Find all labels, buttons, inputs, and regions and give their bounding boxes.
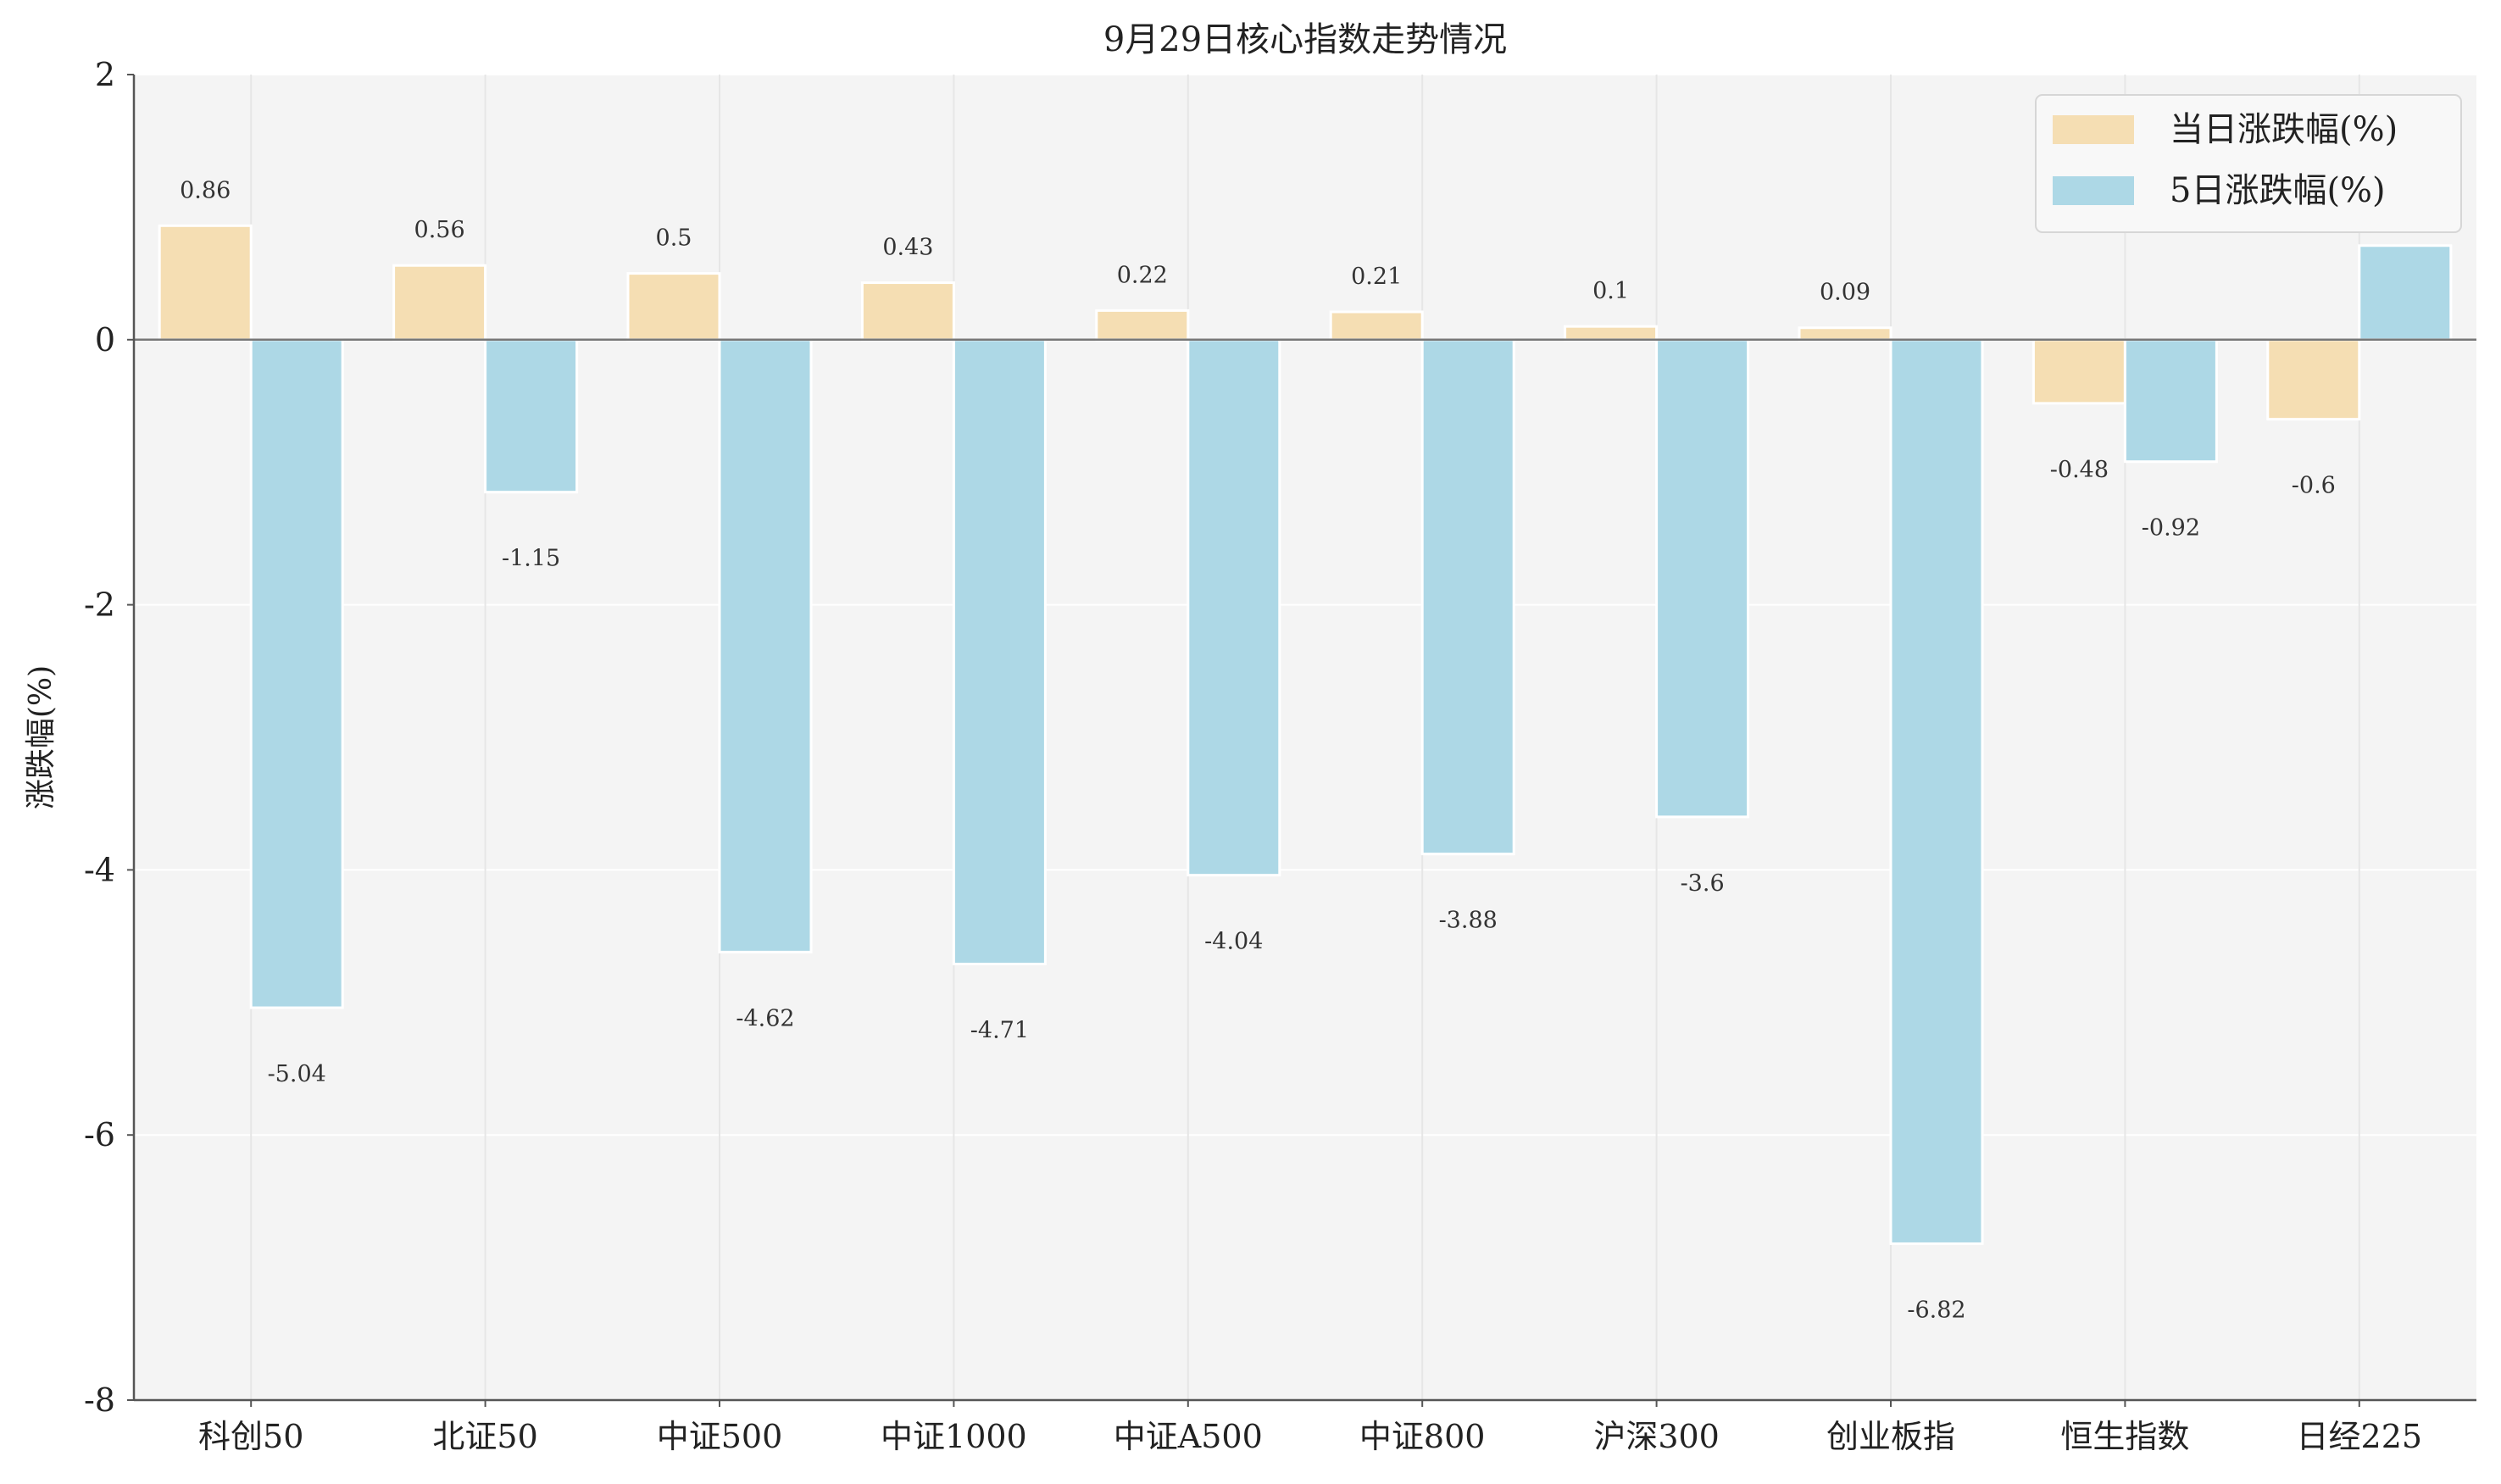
bar-five-day — [2123, 338, 2218, 464]
bar-daily — [2031, 338, 2126, 405]
legend: 当日涨跌幅(%) 5日涨跌幅(%) — [2035, 94, 2462, 233]
bar-daily — [1798, 326, 1892, 342]
x-tick-label: 沪深300 — [1593, 1418, 1720, 1455]
y-tick-label: -2 — [84, 586, 115, 624]
x-tick-label: 中证800 — [1359, 1418, 1486, 1455]
data-label: -5.04 — [268, 1061, 326, 1087]
y-tick-label: -8 — [84, 1381, 115, 1419]
data-labels: 0.86 -5.04 0.56 -1.15 0.5 -4.62 0.43 -4.71 0.22 -… — [180, 177, 2431, 1323]
legend-swatch — [2053, 115, 2134, 144]
data-label: -3.6 — [1681, 870, 1725, 897]
y-axis-label: 涨跌幅(%) — [24, 665, 58, 809]
bar-five-day — [1889, 338, 1984, 1245]
x-tick-label: 科创50 — [198, 1418, 303, 1455]
data-label: 0.09 — [1820, 280, 1870, 306]
legend-box — [2035, 94, 2462, 233]
x-tick-label: 创业板指 — [1826, 1418, 1955, 1455]
bar-five-day — [1420, 338, 1515, 856]
bar-five-day — [484, 338, 579, 494]
y-tick-label: -4 — [84, 851, 115, 888]
data-label: 0.21 — [1351, 264, 1402, 290]
bar-five-day — [1655, 338, 1750, 819]
bar-daily — [1564, 325, 1659, 342]
y-tick-label: -6 — [84, 1116, 115, 1153]
bar-daily — [392, 264, 487, 342]
x-tick-label: 北证50 — [432, 1418, 537, 1455]
data-label: -1.15 — [502, 546, 560, 572]
bar-five-day — [2358, 244, 2453, 342]
data-label: -4.71 — [970, 1017, 1029, 1043]
data-label: 0.56 — [414, 217, 465, 243]
x-tick-label: 中证1000 — [881, 1418, 1027, 1455]
bars — [158, 224, 2453, 1245]
data-label: -3.88 — [1439, 908, 1498, 934]
bar-daily — [2266, 338, 2361, 421]
bar-daily — [626, 272, 721, 342]
data-label: -4.04 — [1204, 929, 1263, 955]
x-tick-label: 日经225 — [2297, 1418, 2423, 1455]
plot-area — [134, 75, 2476, 1400]
data-label: 0.86 — [180, 177, 231, 203]
data-label: -4.62 — [736, 1005, 794, 1031]
bar-daily — [860, 281, 955, 342]
y-tick-label: 2 — [95, 56, 115, 93]
legend-label: 当日涨跌幅(%) — [2170, 110, 2398, 149]
x-tick-label: 恒生指数 — [2060, 1418, 2189, 1455]
x-ticks: 科创50 北证50 中证500 中证1000 中证A500 中证800 沪深300 创业板指 恒… — [198, 1400, 2422, 1455]
data-label: 0.43 — [882, 235, 933, 261]
chart-title: 9月29日核心指数走势情况 — [1103, 20, 1507, 59]
data-label: -0.48 — [2050, 457, 2109, 483]
bar-daily — [158, 224, 253, 342]
y-tick-label: 0 — [95, 321, 115, 358]
axes — [132, 75, 2476, 1402]
data-label: -0.92 — [2142, 515, 2200, 542]
legend-label: 5日涨跌幅(%) — [2170, 171, 2386, 210]
x-tick-label: 中证A500 — [1114, 1418, 1263, 1455]
bar-five-day — [952, 338, 1047, 965]
bar-five-day — [718, 338, 813, 953]
legend-swatch — [2053, 176, 2134, 205]
y-ticks: 2 0 -2 -4 -6 -8 — [84, 56, 134, 1419]
data-label: 0.22 — [1117, 262, 1168, 288]
bar-five-day — [249, 338, 344, 1009]
data-label: 0.1 — [1592, 278, 1629, 304]
data-label: -6.82 — [1907, 1297, 1965, 1323]
x-tick-label: 中证500 — [657, 1418, 783, 1455]
bar-five-day — [1187, 338, 1281, 877]
bar-daily — [1095, 308, 1190, 342]
data-label: 0.5 — [656, 225, 692, 252]
data-label: -0.6 — [2292, 473, 2336, 499]
bar-daily — [1329, 310, 1424, 342]
